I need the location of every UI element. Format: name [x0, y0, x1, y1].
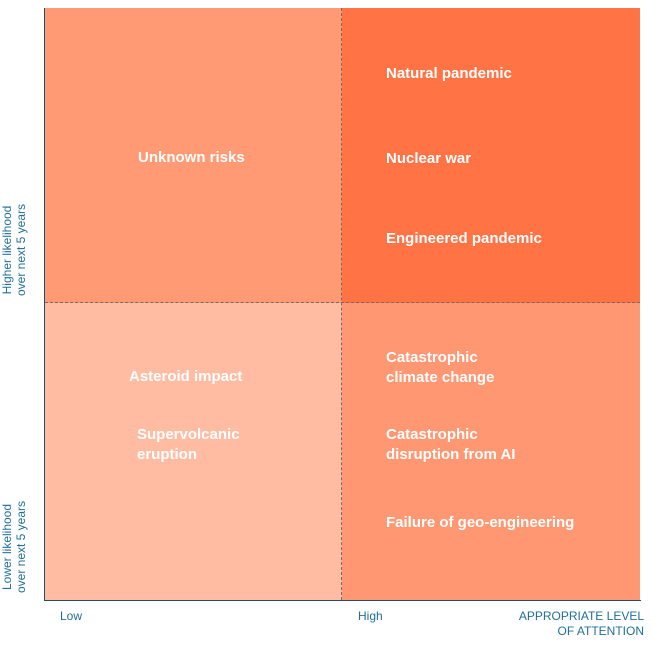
- x-label-high: High: [358, 609, 383, 623]
- y-label-lower-line2: over next 5 years: [14, 500, 28, 594]
- x-axis-title-line1: APPROPRIATE LEVEL: [518, 609, 644, 623]
- quadrant-high-likelihood-low-attention: [45, 8, 342, 303]
- risk-matrix: [45, 8, 640, 600]
- x-label-low: Low: [60, 609, 83, 623]
- risk-asteroid-impact: Asteroid impact: [129, 368, 243, 385]
- quadrant-high-likelihood-high-attention: [342, 8, 640, 303]
- y-label-higher-line2: over next 5 years: [14, 203, 28, 297]
- risk-climate-line2: climate change: [386, 369, 495, 386]
- risk-catastrophic-disruption-from-ai: Catastrophic disruption from AI: [386, 425, 515, 465]
- risk-failure-of-geo-engineering: Failure of geo-engineering: [386, 514, 575, 531]
- y-label-higher-line1: Higher likelihood: [0, 205, 14, 295]
- risk-supervolcanic-line1: Supervolcanic: [137, 426, 240, 443]
- x-axis-title: APPROPRIATE LEVEL OF ATTENTION: [494, 609, 644, 639]
- x-axis-line: [44, 600, 641, 601]
- y-label-higher-likelihood: Higher likelihood over next 5 years: [0, 190, 28, 310]
- risk-ai-line1: Catastrophic: [386, 426, 478, 443]
- risk-unknown-risks: Unknown risks: [138, 149, 245, 166]
- y-label-lower-likelihood: Lower likelihood over next 5 years: [0, 487, 28, 607]
- quadrant-low-likelihood-low-attention: [45, 303, 342, 600]
- risk-climate-line1: Catastrophic: [386, 349, 478, 366]
- risk-natural-pandemic: Natural pandemic: [386, 65, 512, 82]
- x-axis-title-line2: OF ATTENTION: [557, 624, 644, 638]
- risk-ai-line2: disruption from AI: [386, 446, 516, 463]
- risk-supervolcanic-line2: eruption: [137, 446, 197, 463]
- risk-engineered-pandemic: Engineered pandemic: [386, 230, 542, 247]
- horizontal-divider: [45, 302, 640, 303]
- y-label-lower-line1: Lower likelihood: [0, 503, 14, 591]
- risk-catastrophic-climate-change: Catastrophic climate change: [386, 348, 494, 388]
- quadrant-low-likelihood-high-attention: [342, 303, 640, 600]
- risk-supervolcanic-eruption: Supervolcanic eruption: [137, 425, 240, 465]
- y-axis-line: [44, 8, 45, 601]
- vertical-divider: [341, 8, 342, 600]
- risk-nuclear-war: Nuclear war: [386, 150, 472, 167]
